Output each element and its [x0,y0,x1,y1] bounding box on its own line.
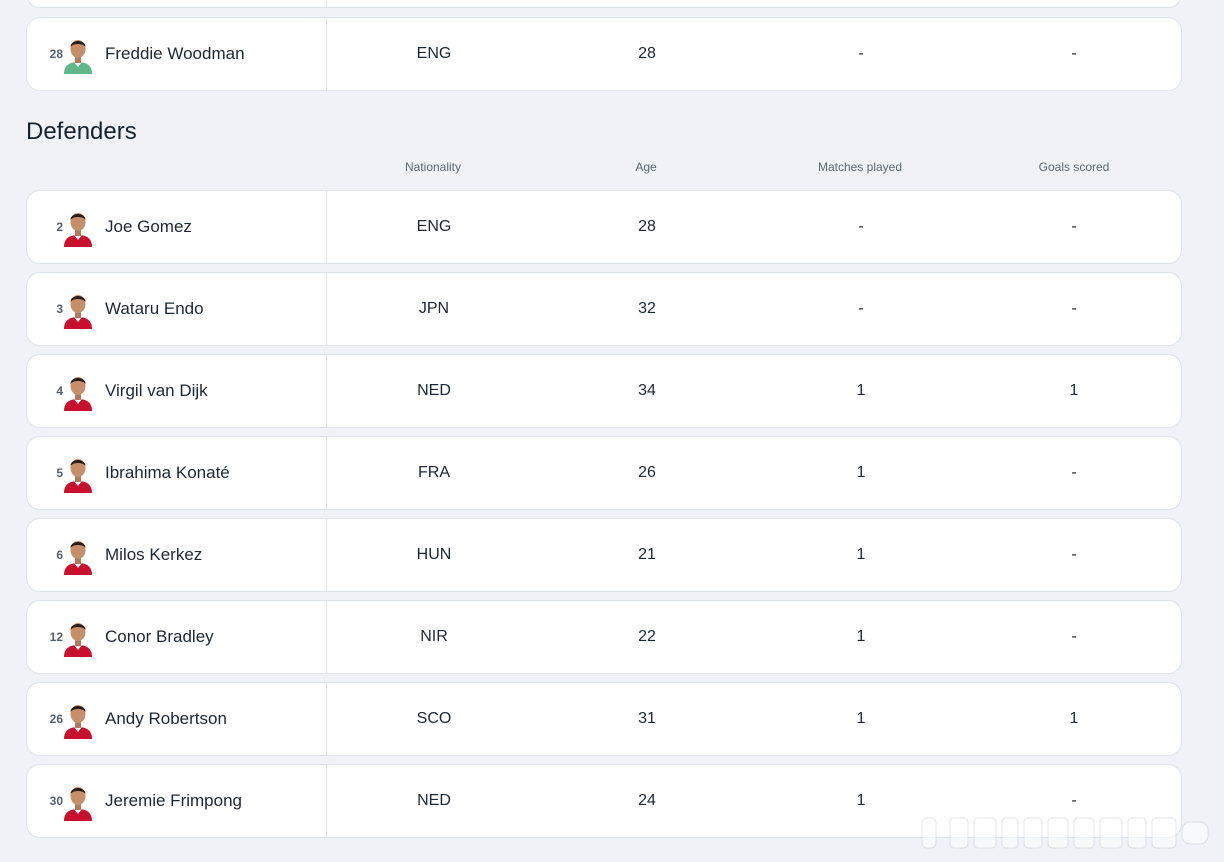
watermark-logo [921,817,1209,849]
column-header-matches-played: Matches played [817,160,903,174]
goals-scored-value: 1 [1069,382,1079,399]
player-cell [27,0,327,7]
matches-played-value: - [858,300,864,317]
shirt-number: 2 [56,220,63,234]
player-cell: 28 Freddie Woodman [27,18,327,90]
player-cell: 30 Jeremie Frimpong [27,765,327,837]
goals-scored-value: - [1071,45,1077,62]
age-value: 22 [638,628,656,645]
nationality-value: ENG [416,218,452,235]
defender-row[interactable]: 5 Ibrahima Konaté FRA 26 1 - [26,436,1182,510]
player-avatar [61,289,95,329]
goals-scored-value: - [1071,792,1077,809]
player-cell: 2 Joe Gomez [27,191,327,263]
defender-row[interactable]: 12 Conor Bradley NIR 22 1 - [26,600,1182,674]
player-avatar [61,535,95,575]
nationality-value: NED [417,382,451,399]
matches-played-value: 1 [856,464,866,481]
defender-row[interactable]: 2 Joe Gomez ENG 28 - - [26,190,1182,264]
matches-played-value: 1 [856,546,866,563]
player-avatar [61,207,95,247]
player-cell: 26 Andy Robertson [27,683,327,755]
section-title-defenders: Defenders [26,118,137,145]
age-value: 34 [638,382,656,399]
player-name[interactable]: Virgil van Dijk [105,381,208,400]
player-cell: 5 Ibrahima Konaté [27,437,327,509]
nationality-value: NIR [420,628,448,645]
goalkeeper-row-partial[interactable] [26,0,1182,8]
player-name[interactable]: Joe Gomez [105,217,192,236]
shirt-number: 28 [49,47,63,61]
age-value: 28 [638,45,656,62]
matches-played-value: 1 [856,628,866,645]
shirt-number: 5 [56,466,63,480]
player-name[interactable]: Milos Kerkez [105,545,203,564]
player-name[interactable]: Ibrahima Konaté [105,463,230,482]
age-value: 31 [638,710,656,727]
nationality-value: SCO [416,710,452,727]
age-value: 28 [638,218,656,235]
nationality-value: FRA [418,464,450,481]
player-avatar [61,371,95,411]
goals-scored-value: 1 [1069,710,1079,727]
player-name[interactable]: Jeremie Frimpong [105,791,242,810]
matches-played-value: 1 [856,710,866,727]
shirt-number: 4 [56,384,63,398]
age-value: 21 [638,546,656,563]
shirt-number: 6 [56,548,63,562]
defender-row[interactable]: 4 Virgil van Dijk NED 34 1 1 [26,354,1182,428]
nationality-value: HUN [416,546,452,563]
defender-row[interactable]: 6 Milos Kerkez HUN 21 1 - [26,518,1182,592]
shirt-number: 12 [49,630,63,644]
player-avatar [61,617,95,657]
player-cell: 3 Wataru Endo [27,273,327,345]
goals-scored-value: - [1071,300,1077,317]
matches-played-value: 1 [856,792,866,809]
nationality-value: NED [417,792,451,809]
defender-row[interactable]: 26 Andy Robertson SCO 31 1 1 [26,682,1182,756]
player-cell: 12 Conor Bradley [27,601,327,673]
age-value: 32 [638,300,656,317]
nationality-value: ENG [416,45,452,62]
nationality-value: JPN [418,300,450,317]
column-header-goals-scored: Goals scored [1038,160,1110,174]
player-avatar [61,781,95,821]
matches-played-value: - [858,218,864,235]
column-header-age: Age [635,160,657,174]
shirt-number: 26 [49,712,63,726]
matches-played-value: 1 [856,382,866,399]
player-avatar [61,699,95,739]
goals-scored-value: - [1071,464,1077,481]
player-cell: 6 Milos Kerkez [27,519,327,591]
goals-scored-value: - [1071,218,1077,235]
player-name[interactable]: Wataru Endo [105,299,204,318]
age-value: 26 [638,464,656,481]
matches-played-value: - [858,45,864,62]
age-value: 24 [638,792,656,809]
player-avatar [61,34,95,74]
shirt-number: 3 [56,302,63,316]
defender-row[interactable]: 3 Wataru Endo JPN 32 - - [26,272,1182,346]
goals-scored-value: - [1071,546,1077,563]
goalkeeper-row[interactable]: 28 Freddie Woodman ENG 28 - - [26,17,1182,91]
column-header-nationality: Nationality [404,160,462,174]
player-name[interactable]: Andy Robertson [105,709,227,728]
player-cell: 4 Virgil van Dijk [27,355,327,427]
player-avatar [61,453,95,493]
player-name[interactable]: Conor Bradley [105,627,214,646]
goals-scored-value: - [1071,628,1077,645]
shirt-number: 30 [49,794,63,808]
player-name[interactable]: Freddie Woodman [105,44,245,63]
